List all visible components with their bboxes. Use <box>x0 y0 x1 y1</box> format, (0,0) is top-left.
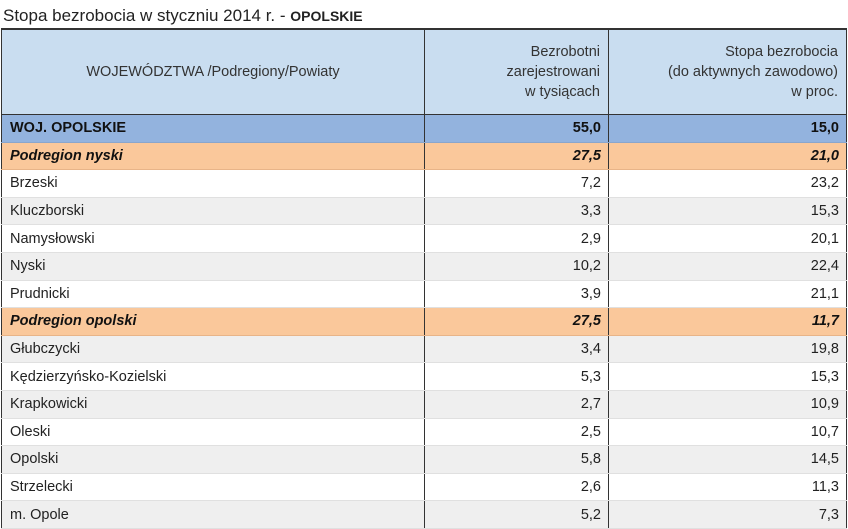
row-unemployed: 5,2 <box>424 500 609 529</box>
row-rate: 10,9 <box>608 390 847 419</box>
row-name: Strzelecki <box>1 473 425 502</box>
table-row: Strzelecki 2,6 11,3 <box>1 473 847 502</box>
row-rate: 11,3 <box>608 473 847 502</box>
table-row: Podregion opolski 27,5 11,7 <box>1 307 847 336</box>
row-name: Kędzierzyńsko-Kozielski <box>1 362 425 391</box>
table-row: Oleski 2,5 10,7 <box>1 418 847 447</box>
table-row: Opolski 5,8 14,5 <box>1 445 847 474</box>
row-rate: 21,0 <box>608 142 847 171</box>
row-unemployed: 2,9 <box>424 224 609 253</box>
header-unemployed-line: w tysiącach <box>525 84 600 100</box>
row-unemployed: 7,2 <box>424 169 609 198</box>
header-unemployed: Bezrobotni zarejestrowani w tysiącach <box>424 28 609 115</box>
row-unemployed: 27,5 <box>424 142 609 171</box>
row-rate: 20,1 <box>608 224 847 253</box>
row-unemployed: 2,6 <box>424 473 609 502</box>
row-name: WOJ. OPOLSKIE <box>1 114 425 143</box>
unemployment-table: WOJEWÓDZTWA /Podregiony/Powiaty Bezrobot… <box>1 28 847 529</box>
header-region: WOJEWÓDZTWA /Podregiony/Powiaty <box>1 28 425 115</box>
table-row: Namysłowski 2,9 20,1 <box>1 224 847 253</box>
row-unemployed: 3,3 <box>424 197 609 226</box>
table-row: Nyski 10,2 22,4 <box>1 252 847 281</box>
row-name: Głubczycki <box>1 335 425 364</box>
row-rate: 15,0 <box>608 114 847 143</box>
header-unemployed-line: zarejestrowani <box>506 64 601 80</box>
row-unemployed: 2,5 <box>424 418 609 447</box>
table-row: m. Opole 5,2 7,3 <box>1 500 847 529</box>
row-rate: 21,1 <box>608 280 847 309</box>
row-unemployed: 10,2 <box>424 252 609 281</box>
row-rate: 7,3 <box>608 500 847 529</box>
row-name: m. Opole <box>1 500 425 529</box>
row-name: Kluczborski <box>1 197 425 226</box>
table-row: Brzeski 7,2 23,2 <box>1 169 847 198</box>
table-row: Głubczycki 3,4 19,8 <box>1 335 847 364</box>
page-title: Stopa bezrobocia w styczniu 2014 r. - OP… <box>3 4 363 28</box>
table-row: Kluczborski 3,3 15,3 <box>1 197 847 226</box>
row-rate: 15,3 <box>608 362 847 391</box>
row-unemployed: 27,5 <box>424 307 609 336</box>
title-region: OPOLSKIE <box>290 8 363 24</box>
row-unemployed: 5,3 <box>424 362 609 391</box>
row-unemployed: 3,9 <box>424 280 609 309</box>
row-rate: 11,7 <box>608 307 847 336</box>
header-rate-line: (do aktywnych zawodowo) <box>667 64 838 80</box>
table-row: Prudnicki 3,9 21,1 <box>1 280 847 309</box>
row-rate: 10,7 <box>608 418 847 447</box>
row-rate: 22,4 <box>608 252 847 281</box>
table-row: Podregion nyski 27,5 21,0 <box>1 142 847 171</box>
row-name: Podregion opolski <box>1 307 425 336</box>
row-unemployed: 3,4 <box>424 335 609 364</box>
row-name: Opolski <box>1 445 425 474</box>
row-unemployed: 2,7 <box>424 390 609 419</box>
row-rate: 15,3 <box>608 197 847 226</box>
header-unemployed-line: Bezrobotni <box>530 44 600 60</box>
row-name: Podregion nyski <box>1 142 425 171</box>
header-rate-line: w proc. <box>791 84 838 100</box>
header-rate: Stopa bezrobocia (do aktywnych zawodowo)… <box>608 28 847 115</box>
table-row: WOJ. OPOLSKIE 55,0 15,0 <box>1 114 847 143</box>
header-rate-line: Stopa bezrobocia <box>725 44 838 60</box>
row-name: Nyski <box>1 252 425 281</box>
row-unemployed: 5,8 <box>424 445 609 474</box>
row-name: Oleski <box>1 418 425 447</box>
row-rate: 23,2 <box>608 169 847 198</box>
row-name: Krapkowicki <box>1 390 425 419</box>
row-rate: 14,5 <box>608 445 847 474</box>
row-rate: 19,8 <box>608 335 847 364</box>
row-name: Brzeski <box>1 169 425 198</box>
table-header-row: WOJEWÓDZTWA /Podregiony/Powiaty Bezrobot… <box>1 28 847 115</box>
title-text: Stopa bezrobocia w styczniu 2014 r. - <box>3 6 286 25</box>
row-unemployed: 55,0 <box>424 114 609 143</box>
row-name: Prudnicki <box>1 280 425 309</box>
row-name: Namysłowski <box>1 224 425 253</box>
table-row: Kędzierzyńsko-Kozielski 5,3 15,3 <box>1 362 847 391</box>
table-row: Krapkowicki 2,7 10,9 <box>1 390 847 419</box>
